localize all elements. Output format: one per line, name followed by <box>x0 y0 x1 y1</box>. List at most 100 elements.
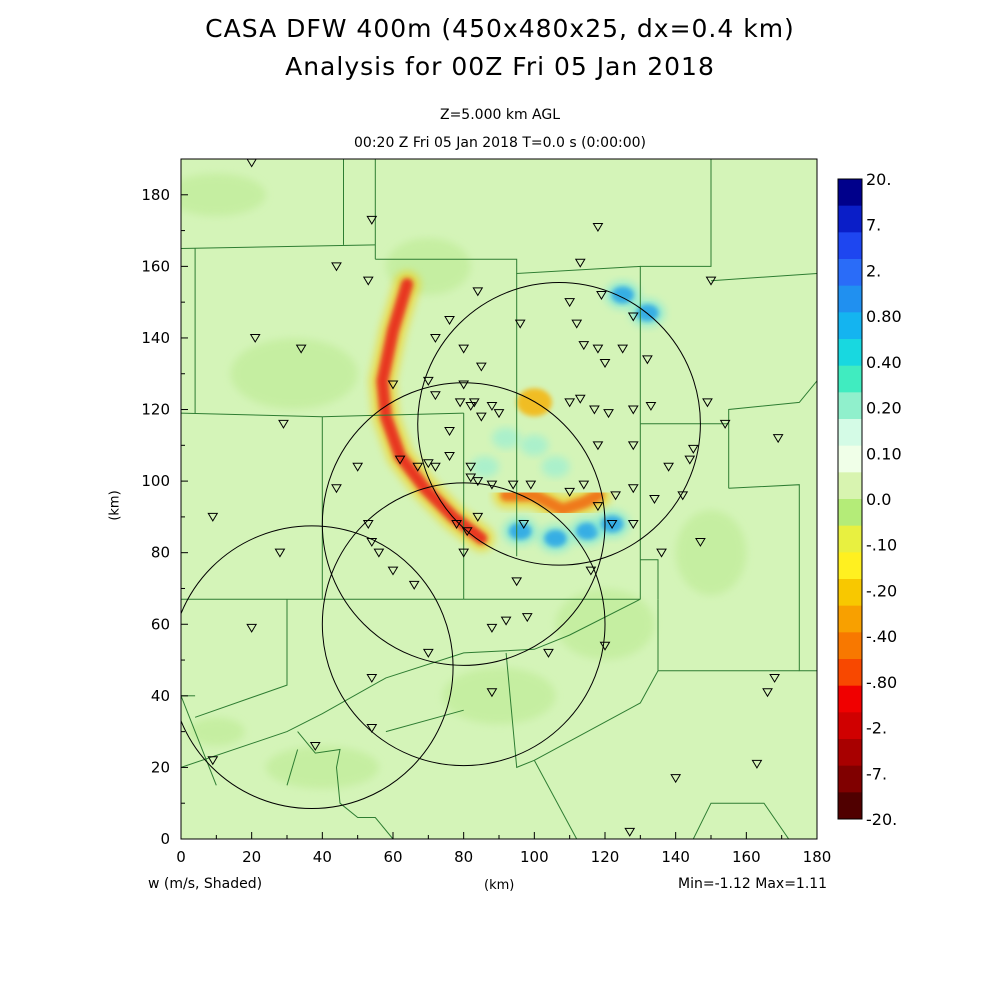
county-line <box>710 273 817 282</box>
station-marker <box>444 427 455 436</box>
x-tick-label: 160 <box>732 848 761 866</box>
station-marker <box>677 491 689 501</box>
colorbar-swatch <box>838 365 862 393</box>
station-marker <box>507 480 519 490</box>
updraft-patch <box>576 522 599 540</box>
station-marker <box>642 355 653 365</box>
station-marker <box>627 484 639 494</box>
station-marker <box>486 480 498 490</box>
station-marker <box>592 502 604 512</box>
station-marker <box>571 319 583 329</box>
downdraft-patch <box>516 388 552 417</box>
station-marker <box>486 623 498 633</box>
min-max-label: Min=-1.12 Max=1.11 <box>678 876 828 892</box>
colorbar-label: -7. <box>866 764 887 783</box>
station-marker <box>772 434 784 444</box>
station-marker <box>207 756 219 766</box>
station-marker <box>458 548 470 558</box>
station-marker <box>578 341 590 351</box>
station-marker <box>599 641 611 651</box>
station-marker <box>472 512 484 522</box>
station-marker <box>362 276 374 286</box>
station-marker <box>331 262 342 272</box>
weak-field-patch <box>230 338 358 410</box>
updraft-patch <box>508 522 532 540</box>
radar-range-ring <box>321 482 606 767</box>
county-line <box>505 652 535 769</box>
station-marker <box>309 741 321 751</box>
county-line <box>322 412 464 418</box>
station-marker <box>769 673 780 683</box>
county-line <box>181 695 217 786</box>
radar-range-rings <box>181 282 701 810</box>
x-tick-label: 40 <box>313 848 332 866</box>
station-marker <box>465 473 477 483</box>
colorbar-swatch <box>838 499 862 527</box>
station-marker <box>387 566 399 576</box>
station-marker <box>387 380 399 390</box>
colorbar-swatch <box>838 712 862 740</box>
x-tick-label: 80 <box>454 848 473 866</box>
station-marker <box>422 648 434 658</box>
station-marker <box>475 362 487 372</box>
radar-range-ring <box>181 525 454 810</box>
colorbar-swatch <box>838 179 862 207</box>
weak-field-patch <box>188 717 245 746</box>
colorbar-swatch <box>838 205 862 233</box>
colorbar-swatch <box>838 419 862 447</box>
colorbar-label: 7. <box>866 216 881 235</box>
y-tick-label: 60 <box>151 615 170 633</box>
station-marker <box>687 444 699 454</box>
chart-title-line2: Analysis for 00Z Fri 05 Jan 2018 <box>285 52 715 81</box>
x-tick-label: 100 <box>520 848 549 866</box>
county-line <box>385 709 464 733</box>
colorbar-label: 0.0 <box>866 490 891 509</box>
weak-field-patch <box>675 510 747 596</box>
station-marker <box>592 223 604 232</box>
chart-title: CASA DFW 400m (450x480x25, dx=0.4 km) <box>205 14 795 43</box>
station-marker <box>596 291 607 300</box>
station-marker <box>564 487 576 497</box>
weak-updraft-patch <box>520 434 549 456</box>
station-marker <box>599 359 611 368</box>
y-tick-label: 40 <box>151 687 170 705</box>
station-marker <box>475 412 487 422</box>
station-marker <box>366 215 378 225</box>
station-marker <box>627 312 639 322</box>
colorbar-label: -20. <box>866 810 897 829</box>
station-marker <box>592 344 604 354</box>
county-boundaries <box>181 159 817 839</box>
station-marker <box>444 316 455 326</box>
station-marker <box>465 462 477 472</box>
county-line <box>640 380 817 425</box>
colorbar-swatch <box>838 632 862 660</box>
station-marker <box>627 405 639 415</box>
station-marker <box>564 398 576 408</box>
station-marker <box>430 462 441 472</box>
colorbar-label: 2. <box>866 261 881 280</box>
county-line <box>534 670 659 761</box>
colorbar-label: 0.10 <box>866 444 902 463</box>
x-axis-label: (km) <box>484 878 515 893</box>
station-marker <box>362 520 374 530</box>
station-marker <box>486 688 498 698</box>
colorbar-swatch <box>838 472 862 500</box>
station-marker <box>366 724 378 734</box>
station-marker <box>610 491 621 501</box>
colorbar-swatch <box>838 739 862 767</box>
axes: 0 20 40 60 80 100 120 140 160 180 0 20 40 60 80 100 120 1… <box>141 186 831 866</box>
updraft-patch <box>600 515 624 533</box>
station-marker <box>670 774 682 784</box>
colorbar-label: -.10 <box>866 536 897 555</box>
county-line <box>286 749 299 786</box>
x-tick-label: 180 <box>803 848 832 866</box>
station-marker <box>719 419 731 429</box>
station-marker <box>408 580 420 590</box>
station-marker <box>366 673 378 683</box>
station-marker <box>472 477 484 487</box>
colorbar-label: -.20 <box>866 581 897 600</box>
station-marker <box>444 452 455 462</box>
chart-subtitle-level: Z=5.000 km AGL <box>439 107 561 123</box>
chart-subtitle-time: 00:20 Z Fri 05 Jan 2018 T=0.0 s (0:00:00… <box>354 135 646 151</box>
